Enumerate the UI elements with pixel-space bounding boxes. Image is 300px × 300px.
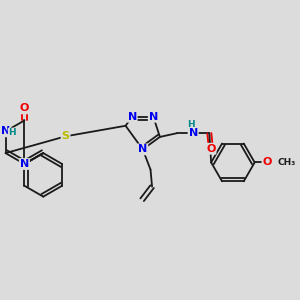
Text: H: H (187, 120, 194, 129)
Text: N: N (1, 126, 10, 136)
Text: N: N (128, 112, 137, 122)
Text: N: N (138, 144, 147, 154)
Text: H: H (9, 128, 16, 137)
Text: N: N (188, 128, 198, 138)
Text: O: O (206, 144, 216, 154)
Text: O: O (262, 158, 272, 167)
Text: N: N (20, 159, 29, 169)
Text: CH₃: CH₃ (277, 158, 295, 167)
Text: N: N (149, 112, 158, 122)
Text: S: S (61, 131, 70, 141)
Text: O: O (20, 103, 29, 113)
